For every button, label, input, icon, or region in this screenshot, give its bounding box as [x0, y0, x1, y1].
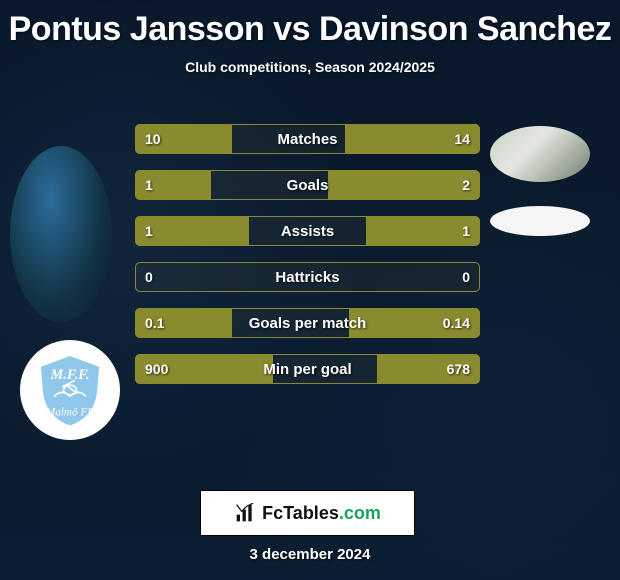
svg-text:Malmö FF: Malmö FF: [45, 407, 94, 419]
stat-bar-left: [135, 124, 232, 154]
page-subtitle: Club competitions, Season 2024/2025: [0, 59, 620, 75]
player-photo-right: [490, 126, 590, 182]
stat-row: 00Hattricks: [135, 262, 480, 292]
stat-bar-right: [345, 124, 480, 154]
brand-footer: FcTables.com: [200, 490, 415, 536]
stat-bar-bg: [135, 262, 480, 292]
stat-bar-left: [135, 170, 211, 200]
club-badge-right: [490, 206, 590, 236]
club-badge-left: M.F.F. Malmö FF: [20, 340, 120, 440]
svg-text:M.F.F.: M.F.F.: [49, 367, 89, 383]
brand-name: FcTables.com: [262, 503, 381, 524]
brand-tld: .com: [339, 503, 381, 523]
brand-text: FcTables: [262, 503, 339, 523]
page-title: Pontus Jansson vs Davinson Sanchez: [0, 0, 620, 49]
stat-row: 11Assists: [135, 216, 480, 246]
stat-bar-left: [135, 354, 273, 384]
stat-bar-right: [377, 354, 481, 384]
stat-bar-left: [135, 216, 249, 246]
footer-date: 3 december 2024: [0, 546, 620, 563]
stat-row: 0.10.14Goals per match: [135, 308, 480, 338]
stats-table: 1014Matches 12Goals 11Assists 00Hattricks 0.…: [135, 124, 480, 400]
stat-row: 900678Min per goal: [135, 354, 480, 384]
stat-bar-right: [349, 308, 480, 338]
player-photo-left: [10, 146, 112, 322]
stat-bar-right: [366, 216, 480, 246]
stat-row: 12Goals: [135, 170, 480, 200]
stat-bar-right: [328, 170, 480, 200]
stat-bar-left: [135, 308, 232, 338]
malmo-badge-icon: M.F.F. Malmö FF: [30, 350, 110, 430]
stat-row: 1014Matches: [135, 124, 480, 154]
bar-chart-icon: [234, 503, 256, 523]
